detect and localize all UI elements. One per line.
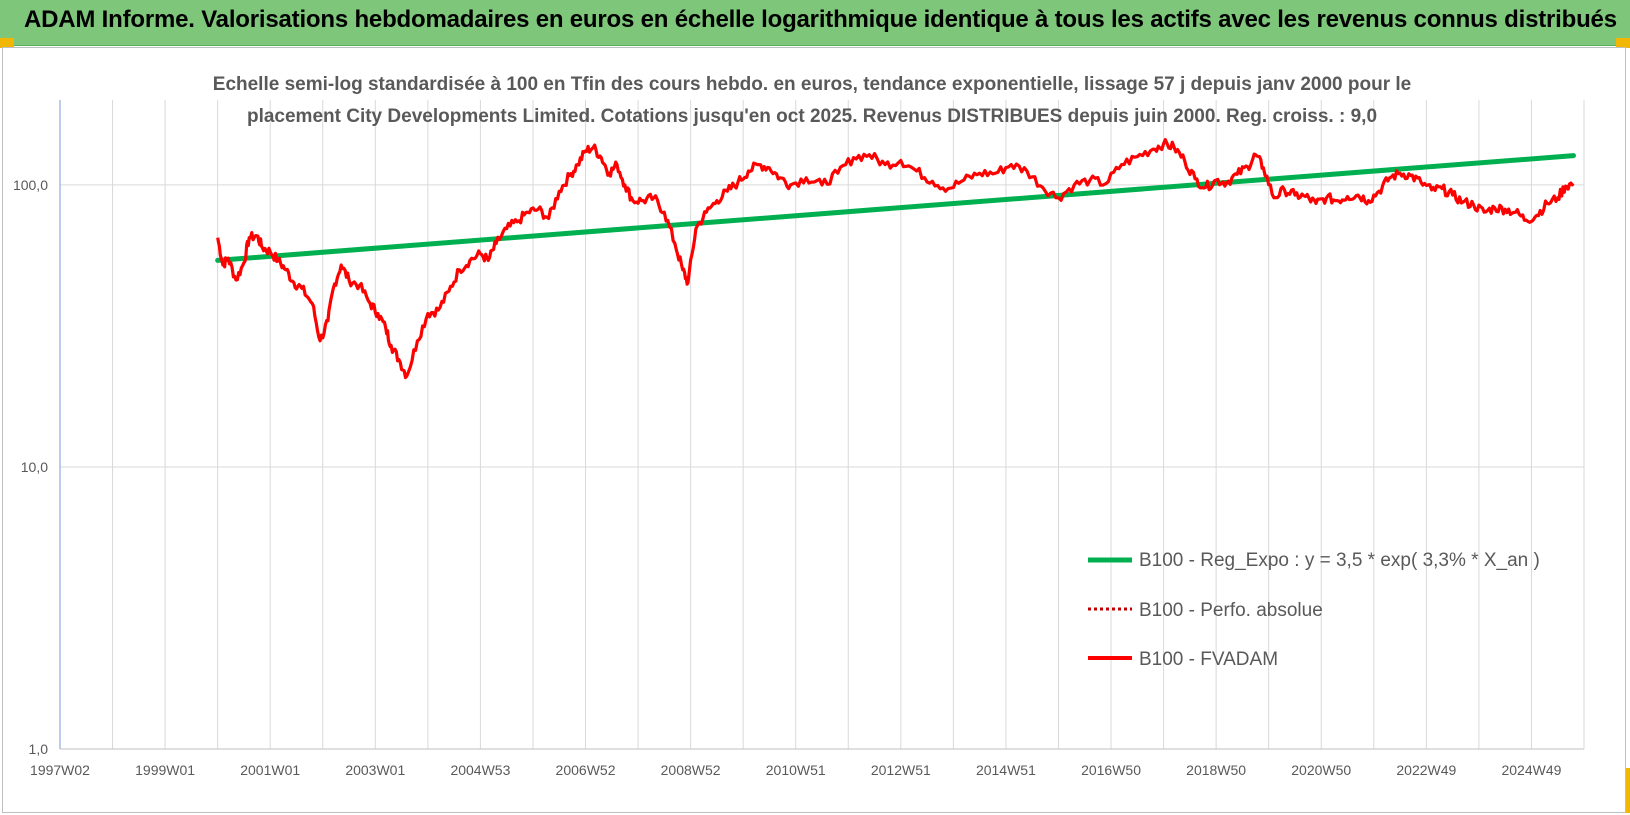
corner-marker <box>1616 38 1630 48</box>
x-tick-label: 2014W51 <box>976 762 1036 778</box>
chart-subtitle-line-2: placement City Developments Limited. Cot… <box>247 106 1377 127</box>
title-banner: ADAM Informe. Valorisations hebdomadaire… <box>0 0 1630 46</box>
y-tick-label: 10,0 <box>21 459 48 475</box>
legend-label-regression: B100 - Reg_Expo : y = 3,5 * exp( 3,3% * … <box>1139 550 1540 571</box>
page-title: ADAM Informe. Valorisations hebdomadaire… <box>24 6 1617 33</box>
x-tick-label: 2003W01 <box>345 762 405 778</box>
regression-line <box>215 153 1576 263</box>
y-tick-label: 1,0 <box>29 741 49 757</box>
chart-subtitle-line-1: Echelle semi-log standardisée à 100 en T… <box>213 74 1411 95</box>
legend: B100 - Reg_Expo : y = 3,5 * exp( 3,3% * … <box>1088 550 1540 670</box>
x-tick-label: 1999W01 <box>135 762 195 778</box>
series <box>215 138 1576 380</box>
x-tick-label: 2020W50 <box>1291 762 1351 778</box>
x-tick-label: 2004W53 <box>450 762 510 778</box>
x-tick-label: 2010W51 <box>766 762 826 778</box>
x-tick-label: 2016W50 <box>1081 762 1141 778</box>
x-tick-label: 2022W49 <box>1396 762 1456 778</box>
y-tick-label: 100,0 <box>13 177 48 193</box>
x-tick-label: 2006W52 <box>556 762 616 778</box>
x-tick-label: 1997W02 <box>30 762 90 778</box>
x-tick-label: 2001W01 <box>240 762 300 778</box>
corner-marker <box>0 38 14 48</box>
x-tick-label: 2024W49 <box>1501 762 1561 778</box>
axes: 1,0 10,0 100,0 1997W02 1999W01 2001W01 2003W01… <box>13 100 1584 778</box>
legend-label-perfo: B100 - Perfo. absolue <box>1139 600 1323 621</box>
x-tick-label: 2018W50 <box>1186 762 1246 778</box>
x-tick-label: 2008W52 <box>661 762 721 778</box>
x-tick-label: 2012W51 <box>871 762 931 778</box>
fvadam-line <box>216 138 1575 380</box>
legend-label-fvadam: B100 - FVADAM <box>1139 649 1278 670</box>
